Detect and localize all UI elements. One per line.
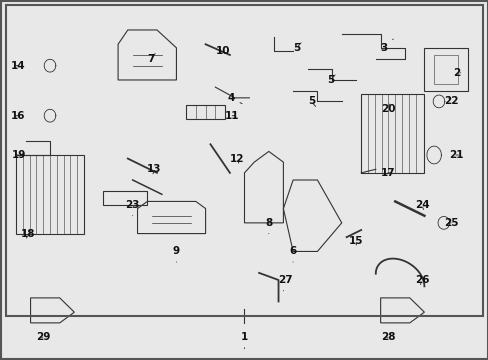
Text: 23: 23 — [125, 200, 140, 216]
Text: 17: 17 — [380, 168, 394, 178]
Text: 21: 21 — [448, 150, 462, 160]
Text: 28: 28 — [380, 332, 394, 342]
Text: 26: 26 — [414, 275, 428, 285]
Text: 5: 5 — [307, 96, 315, 107]
Text: 14: 14 — [11, 61, 26, 71]
Text: 6: 6 — [289, 247, 296, 262]
Text: 13: 13 — [147, 164, 162, 174]
Text: 15: 15 — [348, 236, 363, 246]
Text: 5: 5 — [326, 75, 334, 85]
Text: 12: 12 — [229, 154, 244, 163]
Text: 16: 16 — [11, 111, 26, 121]
Text: 10: 10 — [215, 46, 229, 57]
Text: 27: 27 — [278, 275, 293, 291]
Text: 4: 4 — [227, 93, 242, 104]
Text: 1: 1 — [241, 332, 247, 349]
Text: 29: 29 — [36, 332, 50, 342]
Text: 5: 5 — [292, 43, 301, 53]
Text: 18: 18 — [21, 229, 35, 239]
Text: 3: 3 — [380, 39, 392, 53]
Text: 22: 22 — [443, 96, 457, 107]
Text: 25: 25 — [443, 218, 457, 228]
Text: 20: 20 — [380, 104, 394, 113]
Text: 9: 9 — [173, 247, 180, 262]
Text: 11: 11 — [224, 111, 239, 121]
Text: 8: 8 — [264, 218, 272, 234]
Text: 7: 7 — [147, 54, 155, 64]
Text: 24: 24 — [414, 200, 428, 210]
Text: 19: 19 — [11, 150, 26, 160]
Text: 2: 2 — [453, 68, 460, 78]
